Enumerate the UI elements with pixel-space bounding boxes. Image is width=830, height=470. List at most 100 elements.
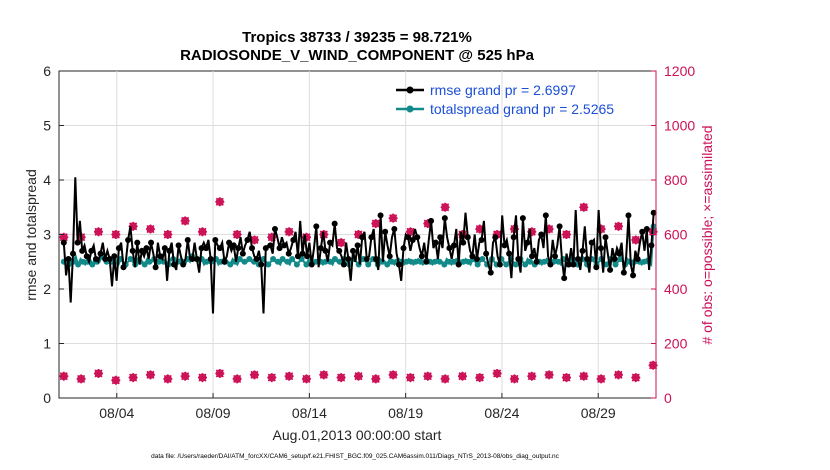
rmse-point (336, 247, 343, 254)
rmse-point (345, 256, 352, 263)
rmse-point (276, 245, 283, 252)
y-axis-left-label: rmse and totalspread (23, 169, 39, 301)
rmse-point (226, 239, 233, 246)
totalspread-point (436, 258, 443, 265)
rmse-point (322, 247, 329, 254)
rmse-point (395, 261, 402, 268)
chart-subtitle: RADIOSONDE_V_WIND_COMPONENT @ 525 hPa (180, 47, 535, 64)
obs-low-assimilated (509, 374, 519, 384)
rmse-point (639, 228, 646, 235)
obs-high-assimilated (197, 227, 207, 237)
rmse-point (184, 236, 191, 243)
y-left-tick-label: 6 (43, 63, 51, 79)
rmse-point (473, 256, 480, 263)
rmse-point (170, 261, 177, 268)
x-tick-label: 08/24 (484, 405, 519, 421)
obs-low-assimilated (232, 374, 242, 384)
obs-low-assimilated (163, 374, 173, 384)
rmse-point (524, 239, 531, 246)
obs-high-assimilated (267, 232, 277, 242)
obs-low-assimilated (579, 371, 589, 381)
y-right-tick-label: 1000 (664, 118, 695, 134)
rmse-point (134, 239, 141, 246)
obs-low-assimilated (197, 373, 207, 383)
rmse-point (409, 236, 416, 243)
obs-low-assimilated (405, 373, 415, 383)
obs-low-assimilated (544, 370, 554, 380)
rmse-point (602, 234, 609, 241)
obs-low-assimilated (440, 374, 450, 384)
obs-high-assimilated (613, 221, 623, 231)
rmse-point (630, 272, 637, 279)
obs-low-assimilated (319, 370, 329, 380)
legend-marker-rmse (406, 86, 414, 94)
totalspread-point (503, 261, 510, 268)
obs-low-assimilated (648, 360, 658, 370)
rmse-point (331, 220, 338, 227)
totalspread-point (522, 261, 529, 268)
totalspread-point (279, 256, 286, 263)
rmse-point (216, 245, 223, 252)
rmse-point (152, 264, 159, 271)
rmse-point (327, 239, 334, 246)
rmse-point (258, 261, 265, 268)
rmse-point (556, 223, 563, 230)
rmse-point (180, 261, 187, 268)
obs-low-assimilated (59, 371, 69, 381)
rmse-point (359, 234, 366, 241)
totalspread-point (555, 258, 562, 265)
obs-high-assimilated (388, 213, 398, 223)
rmse-point (469, 253, 476, 260)
y-left-tick-label: 5 (43, 118, 51, 134)
obs-high-assimilated (145, 224, 155, 234)
rmse-point (643, 226, 650, 233)
totalspread-point (331, 256, 338, 263)
rmse-point (166, 247, 173, 254)
totalspread-point (141, 261, 148, 268)
obs-high-assimilated (93, 227, 103, 237)
totalspread-point (155, 258, 162, 265)
totalspread-point (241, 258, 248, 265)
rmse-point (501, 242, 508, 249)
rmse-point (235, 245, 242, 252)
rmse-point (597, 245, 604, 252)
rmse-point (487, 269, 494, 276)
obs-high-assimilated (492, 230, 502, 239)
rmse-point (625, 212, 632, 219)
totalspread-point (612, 261, 619, 268)
rmse-point (313, 223, 320, 230)
totalspread-point (412, 258, 419, 265)
rmse-point (350, 247, 357, 254)
obs-low-assimilated (215, 368, 225, 378)
obs-high-assimilated (284, 227, 294, 237)
totalspread-point (450, 258, 457, 265)
y-axis-right-label: # of obs: o=possible; ×=assimilated (699, 125, 715, 344)
totalspread-point (408, 258, 415, 265)
y-left-tick-label: 0 (43, 390, 51, 406)
y-left-tick-label: 3 (43, 227, 51, 243)
y-right-tick-label: 600 (664, 227, 688, 243)
rmse-point (161, 245, 168, 252)
rmse-point (271, 226, 278, 233)
x-tick-label: 08/19 (388, 405, 423, 421)
rmse-point (574, 256, 581, 263)
totalspread-point (246, 256, 253, 263)
rmse-point (267, 242, 274, 249)
totalspread-point (270, 256, 277, 263)
totalspread-point (89, 261, 96, 268)
totalspread-point (465, 258, 472, 265)
rmse-point (340, 261, 347, 268)
obs-low-assimilated (111, 375, 121, 385)
rmse-point (460, 239, 467, 246)
totalspread-point (293, 261, 300, 268)
obs-low-assimilated (145, 370, 155, 380)
y-left-tick-label: 1 (43, 336, 51, 352)
obs-low-assimilated (267, 373, 277, 383)
obs-high-assimilated (405, 227, 415, 237)
rmse-point (299, 250, 306, 257)
rmse-point (650, 209, 657, 216)
x-tick-label: 08/14 (292, 405, 327, 421)
rmse-point (620, 269, 627, 276)
rmse-point (83, 253, 90, 260)
rmse-point (294, 253, 301, 260)
